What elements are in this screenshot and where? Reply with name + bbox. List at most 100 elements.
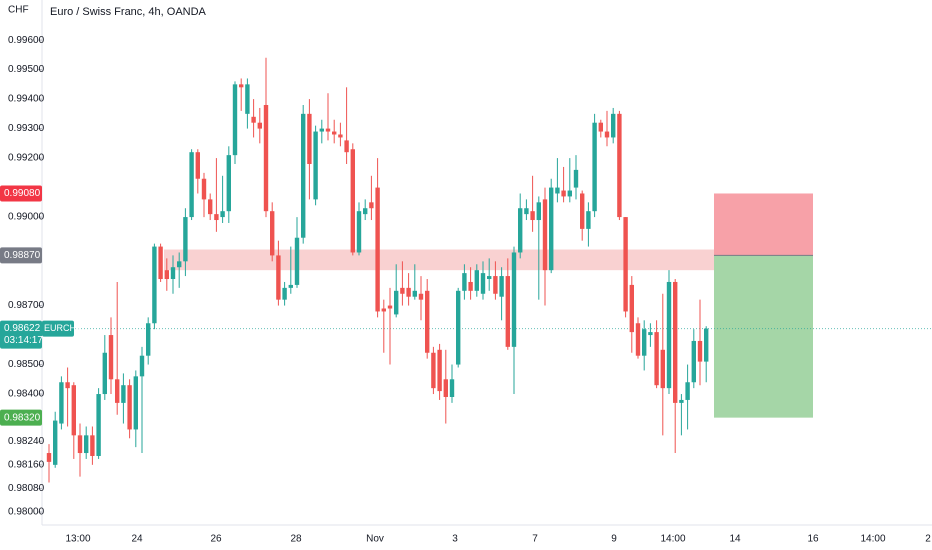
candle-body [108,335,114,380]
x-tick-label: 7 [532,534,538,545]
candle-body [673,281,678,403]
candle-body [90,435,95,456]
y-tick-label: 0.98160 [8,459,45,470]
candle-body [592,122,597,212]
symbol-box [42,320,74,337]
candle-body [363,208,368,215]
candle-body [691,340,696,383]
candle-body [332,131,337,135]
candle-body [313,131,318,200]
price-label-box [0,185,42,202]
candle-body [369,202,374,209]
y-tick-label: 0.99500 [8,64,45,75]
candle-body [567,190,572,197]
y-tick-label: 0.98700 [8,300,45,311]
candle-body [133,376,138,430]
candle-body [356,211,362,253]
price-label: 0.98870 [4,250,41,261]
candle-body [263,105,269,212]
candle-body [177,261,182,268]
candle-body [232,84,238,156]
zone [164,249,714,271]
candle-body [573,169,579,188]
candle-body [394,290,399,315]
price-label: 0.98320 [4,412,41,423]
candle-body [71,385,76,436]
candle-body [146,323,151,356]
stop-zone [714,193,813,256]
x-tick-label: 14 [729,534,741,545]
candle-body [387,305,393,309]
candle-body [406,287,411,297]
candle-body [325,128,331,132]
candle-body [660,349,665,389]
candle-body [431,352,436,389]
candle-body [493,276,498,294]
y-tick-label: 0.98000 [8,507,45,518]
candle-body [505,276,510,347]
x-tick-label: Nov [366,534,384,545]
candle-body [139,355,145,377]
candle-body [276,255,281,300]
candle-body [282,287,287,300]
y-axis-label: CHF [8,5,29,16]
candle-body [288,284,293,288]
candle-body [449,379,455,397]
candle-body [127,385,132,430]
candle-body [208,199,213,215]
candle-body [412,290,417,297]
price-label: 0.99080 [4,188,41,199]
candle-body [679,399,684,403]
candle-body [666,281,672,389]
candle-body [84,435,89,454]
candle-body [195,152,200,179]
last-price-label: 0.98622 [4,323,41,334]
candle-body [542,199,548,271]
candle-body [53,420,58,465]
candle-body [418,293,424,300]
x-tick-label: 3 [452,534,458,545]
y-tick-label: 0.99600 [8,35,45,46]
candle-body [257,122,262,129]
candle-body [152,246,157,324]
candle-body [648,332,653,336]
candle-body [518,208,523,253]
candle-body [617,113,622,218]
candle-body [536,202,541,221]
candle-body [549,187,554,271]
price-label-box [0,247,42,264]
candle-body [183,217,188,262]
candle-body [270,211,275,256]
candle-body [530,211,535,221]
candle-body [642,329,647,356]
candle-body [635,323,641,356]
candle-body [77,435,83,454]
candle-body [425,290,430,353]
x-tick-label: 13:00 [65,534,90,545]
y-tick-label: 0.98080 [8,483,45,494]
candle-body [474,270,479,291]
price-label-box [0,409,42,426]
candle-body [350,149,355,253]
candle-body [46,453,52,462]
candle-body [189,152,194,218]
candle-body [400,287,405,294]
last-price-box [0,320,42,349]
candle-body [344,140,349,153]
candle-body [59,382,64,424]
symbol-label: EURCHF [44,323,82,333]
candle-body [245,84,250,114]
candle-body [586,211,591,229]
x-tick-label: 16 [807,534,819,545]
y-tick-label: 0.99300 [8,123,45,134]
candle-body [443,379,448,397]
candle-body [158,246,163,280]
candle-body [580,193,585,229]
candle-body [654,332,659,386]
candle-body [524,208,529,215]
candle-body [456,290,461,365]
y-tick-label: 0.99400 [8,94,45,105]
candle-body [598,122,603,132]
candle-body [121,385,126,403]
candle-body [170,267,176,280]
